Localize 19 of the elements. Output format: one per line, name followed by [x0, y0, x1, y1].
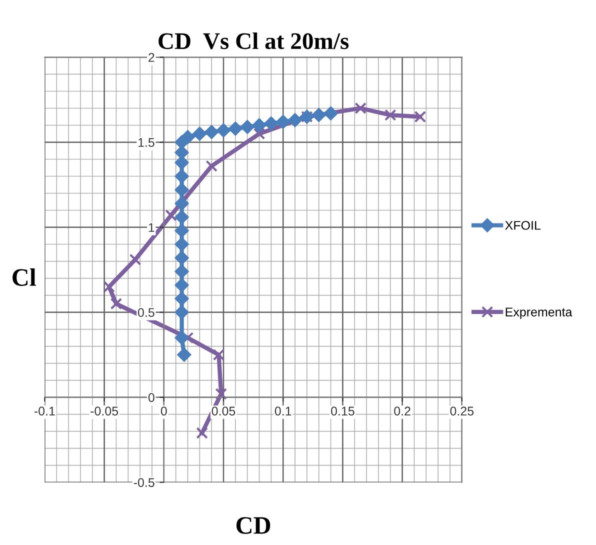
- x-tick-label: 0.15: [331, 406, 354, 416]
- y-tick-label: 2: [148, 53, 154, 62]
- x-tick-label: 0: [160, 406, 167, 416]
- x-tick-label: -0.05: [90, 406, 118, 416]
- legend-label: XFOIL: [505, 220, 541, 230]
- y-tick-label: 0: [148, 393, 154, 402]
- x-tick-label: 0.1: [274, 406, 292, 416]
- chart-title: CD Vs Cl at 20m/s: [158, 32, 349, 50]
- y-tick-label: 0.5: [138, 308, 154, 317]
- x-tick-label: -0.1: [34, 406, 55, 416]
- legend-label: Exprementa: [506, 308, 572, 319]
- y-tick-label: 1: [148, 223, 154, 232]
- y-axis-title: Cl: [12, 268, 36, 286]
- x-tick-label: 0.05: [212, 406, 236, 416]
- x-tick-label: 0.2: [394, 406, 410, 416]
- x-tick-label: 0.25: [450, 406, 474, 416]
- y-tick-label: -0.5: [134, 478, 154, 487]
- y-tick-label: 1.5: [138, 138, 154, 147]
- x-axis-title: CD: [236, 517, 270, 534]
